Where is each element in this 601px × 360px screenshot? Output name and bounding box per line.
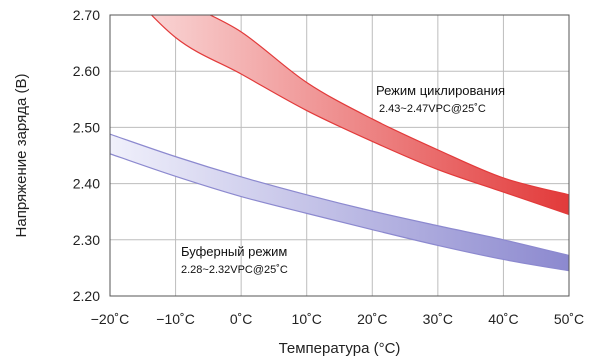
y-tick-label: 2.30	[73, 232, 100, 248]
bands	[110, 15, 569, 272]
float-mode-label: Буферный режим	[181, 244, 287, 259]
x-axis-label: Температура (°С)	[279, 340, 401, 357]
float-mode-voltage-note: 2.28~2.32VPC@25˚C	[181, 264, 288, 276]
y-tick-labels: 2.20 2.30 2.40 2.50 2.60 2.70	[73, 7, 100, 304]
y-tick-label: 2.20	[73, 288, 100, 304]
x-tick-label: 0˚C	[230, 311, 253, 327]
x-tick-label: 10˚C	[292, 311, 322, 327]
y-axis-label: Напряжение заряда (В)	[13, 74, 30, 238]
x-tick-labels: −20˚C −10˚C 0˚C 10˚C 20˚C 30˚C 40˚C 50˚C	[91, 311, 584, 327]
x-tick-label: 30˚C	[423, 311, 453, 327]
y-tick-label: 2.50	[73, 119, 100, 135]
float-mode-band	[110, 133, 569, 272]
cycle-mode-voltage-note: 2.43~2.47VPC@25˚C	[379, 103, 486, 115]
x-tick-label: 20˚C	[357, 311, 387, 327]
x-tick-label: −10˚C	[156, 311, 195, 327]
y-tick-label: 2.40	[73, 176, 100, 192]
x-tick-label: 50˚C	[554, 311, 584, 327]
plot-frame	[109, 14, 570, 297]
cycle-mode-band	[150, 15, 569, 216]
cycle-mode-label: Режим циклирования	[376, 83, 505, 98]
x-tick-label: −20˚C	[91, 311, 130, 327]
y-tick-label: 2.60	[73, 63, 100, 79]
y-tick-label: 2.70	[73, 7, 100, 23]
x-tick-label: 40˚C	[488, 311, 518, 327]
